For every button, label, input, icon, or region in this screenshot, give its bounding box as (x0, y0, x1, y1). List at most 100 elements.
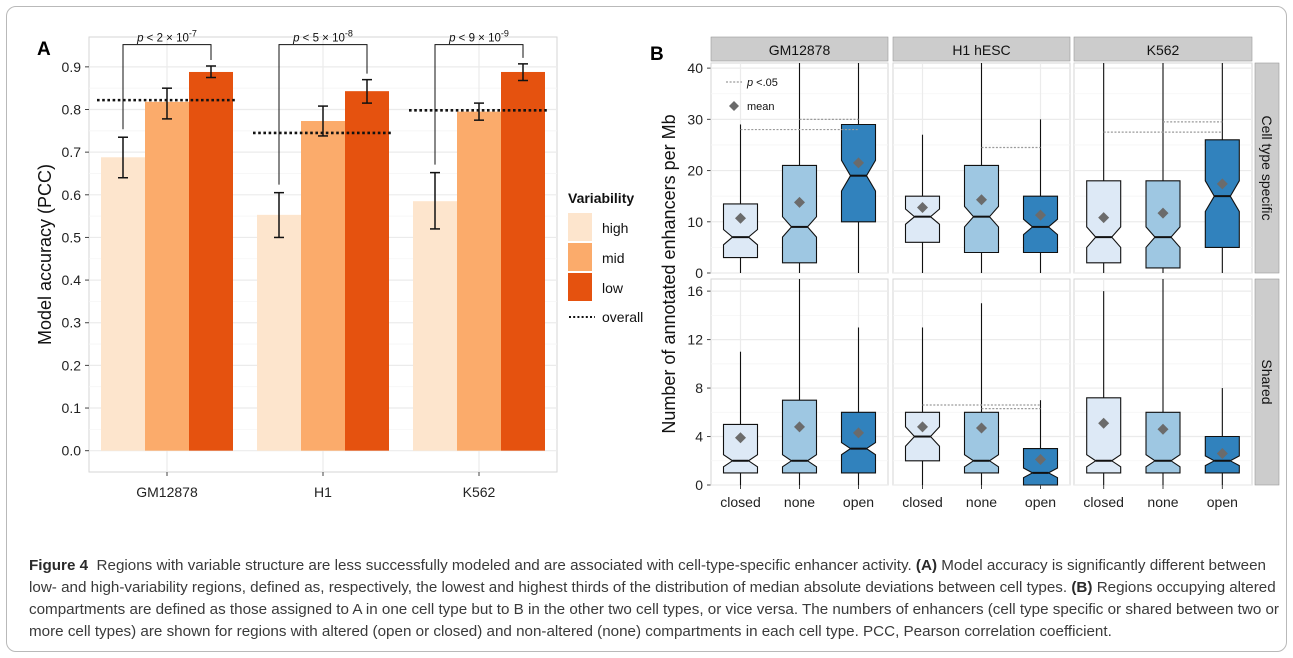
mean-marker (1035, 209, 1046, 221)
panel-a-letter: A (37, 39, 51, 60)
mean-marker (853, 427, 864, 439)
box-none (781, 164, 818, 264)
caption-text-3: Regions occupying altered compartments a… (29, 579, 1279, 640)
panel-b-ytick-label: 40 (687, 60, 703, 76)
bar-mid (457, 111, 501, 451)
panel-b-letter: B (650, 44, 664, 65)
panel-b-ytick-label: 4 (695, 429, 703, 445)
facet-strip-top (1073, 36, 1253, 62)
box-open (1022, 195, 1059, 254)
panel-a-ytick-label: 0.7 (62, 144, 82, 160)
panel-b-ylabel: Number of annotated enhancers per Mb (659, 114, 679, 433)
mean-marker (1216, 447, 1228, 459)
panel-b-ytick-label: 10 (687, 214, 703, 230)
bar-high (413, 201, 457, 451)
significance-bracket (122, 44, 212, 130)
figure-svg: A 0.0 0.1 0.2 0.3 0.4 0.5 0.6 0.7 0.8 0.9 Model acc… (35, 29, 1280, 510)
panel-a-ytick-label: 0.2 (62, 357, 82, 373)
panel-a-ytick-label: 0.9 (62, 59, 82, 75)
bar-mid (301, 121, 345, 451)
panel-b-xtick-label: none (1147, 494, 1178, 510)
mean-marker (794, 421, 805, 433)
panel-b-xtick-label: none (784, 494, 815, 510)
panel-b-xtick-label: closed (1083, 494, 1123, 510)
box-open (1022, 448, 1059, 486)
significance-label: p < 9 × 10-9 (448, 29, 509, 45)
mean-marker (1035, 454, 1046, 466)
facet-strip-right (1254, 278, 1280, 486)
box-none (1145, 180, 1181, 269)
caption-text-2: Model accuracy is significantly differen… (29, 557, 1266, 596)
panel-a-xtick-label: GM12878 (136, 484, 198, 500)
legend-swatch-mean (729, 101, 739, 111)
bar-low (501, 71, 545, 451)
facet-strip-top (892, 36, 1071, 62)
legend-swatch-low (568, 273, 592, 301)
legend-label-overall: overall (602, 309, 643, 325)
panel-a-ytick-label: 0.8 (62, 102, 82, 118)
box-closed (1086, 397, 1122, 474)
caption-figure-label: Figure 4 (29, 557, 89, 574)
mean-marker (1098, 417, 1110, 429)
panel-a-ytick-label: 0.4 (62, 272, 82, 288)
legend-label-mid: mid (602, 250, 625, 266)
panel-b-xtick-label: open (1207, 494, 1238, 510)
figure-caption: Figure 4 Regions with variable structure… (29, 555, 1279, 643)
panel-b-ytick-label: 8 (695, 380, 703, 396)
caption-label-b: (B) (1071, 579, 1093, 596)
box-closed (722, 423, 759, 474)
caption-label-a: (A) (915, 557, 938, 574)
mean-marker (976, 194, 987, 206)
mean-marker (735, 212, 746, 224)
box-none (963, 411, 1000, 474)
significance-bracket (278, 44, 368, 185)
facet-strip-label: GM12878 (769, 42, 831, 58)
mean-marker (853, 157, 864, 169)
legend-label-pvalue: p <.05 (746, 77, 778, 89)
panel-b-ytick-label: 0 (695, 265, 703, 281)
legend-title: Variability (568, 190, 634, 206)
legend-swatch-high (568, 213, 592, 241)
panel-b-xtick-label: closed (720, 494, 760, 510)
panel-a-ytick-label: 0.5 (62, 229, 82, 245)
legend-label-high: high (602, 220, 628, 236)
box-none (781, 399, 818, 474)
bar-mid (145, 101, 189, 451)
bar-high (257, 214, 301, 451)
facet-strip-top (710, 36, 889, 62)
bar-low (189, 71, 233, 451)
significance-bracket (434, 44, 524, 165)
panel-b-ytick-label: 16 (687, 283, 703, 299)
mean-marker (976, 422, 987, 434)
box-open (840, 123, 877, 223)
box-none (1145, 411, 1181, 474)
caption-text-1: Regions with variable structure are less… (96, 557, 912, 574)
mean-marker (917, 421, 928, 433)
panel-a-ytick-label: 0.1 (62, 400, 82, 416)
facet-strip-row-label: Cell type specific (1259, 115, 1275, 220)
panel-b-xtick-label: open (1025, 494, 1056, 510)
panel-a-xtick-label: K562 (463, 484, 496, 500)
significance-label: p < 5 × 10-8 (292, 29, 353, 45)
box-closed (722, 203, 759, 259)
mean-marker (1098, 212, 1110, 224)
panel-b-ytick-label: 0 (695, 477, 703, 493)
panel-b-ytick-label: 12 (687, 332, 703, 348)
facet-strip-row-label: Shared (1259, 359, 1275, 404)
box-open (840, 411, 877, 474)
mean-marker (1216, 178, 1228, 190)
panel-b-ytick-label: 30 (687, 111, 703, 127)
mean-marker (794, 196, 805, 208)
mean-marker (1157, 423, 1169, 435)
box-closed (904, 195, 941, 243)
box-none (963, 164, 1000, 254)
panel-b-xtick-label: none (966, 494, 997, 510)
significance-label: p < 2 × 10-7 (136, 29, 197, 45)
panel-b-xtick-label: open (843, 494, 874, 510)
facet-strip-right (1254, 62, 1280, 274)
legend-label-mean: mean (747, 101, 775, 113)
bar-low (345, 91, 389, 451)
facet-strip-label: K562 (1147, 42, 1180, 58)
figure-frame: A 0.0 0.1 0.2 0.3 0.4 0.5 0.6 0.7 0.8 0.9 Model acc… (6, 6, 1287, 652)
panel-b-ytick-label: 20 (687, 163, 703, 179)
